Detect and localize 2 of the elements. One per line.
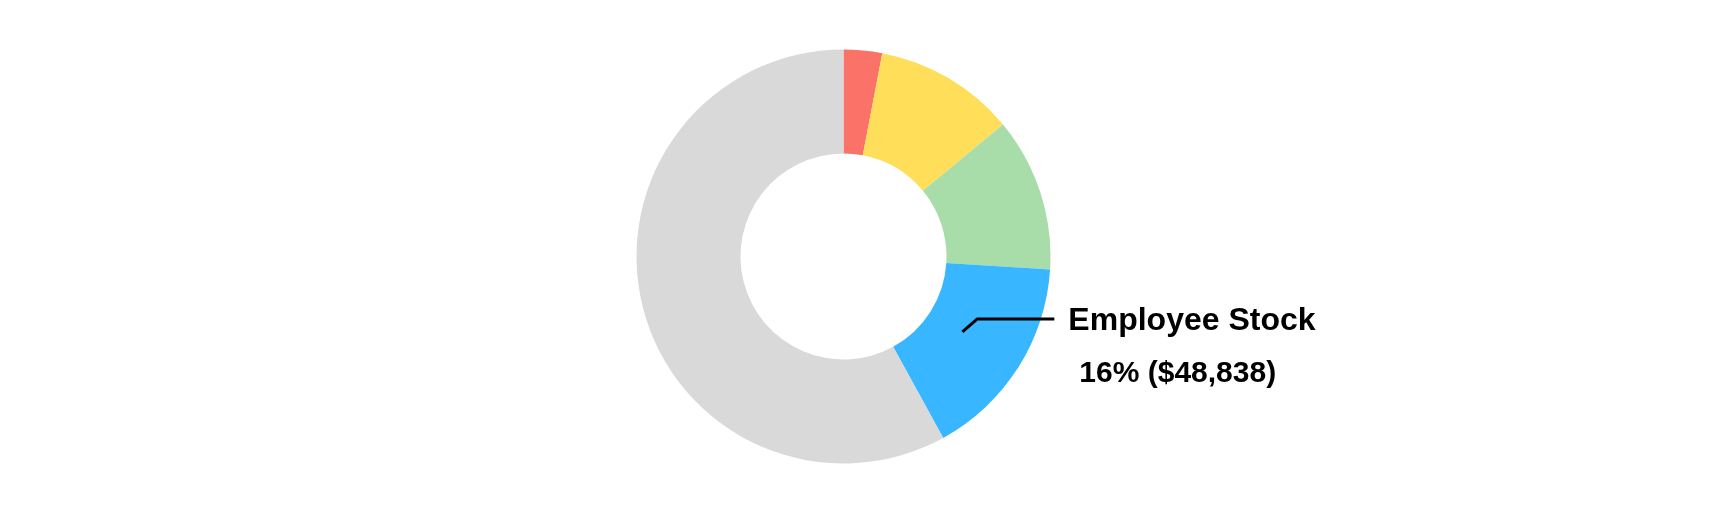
slice-label: Employee Stock [1068, 300, 1316, 337]
data-label: 16% ($48,838) [1079, 355, 1277, 389]
